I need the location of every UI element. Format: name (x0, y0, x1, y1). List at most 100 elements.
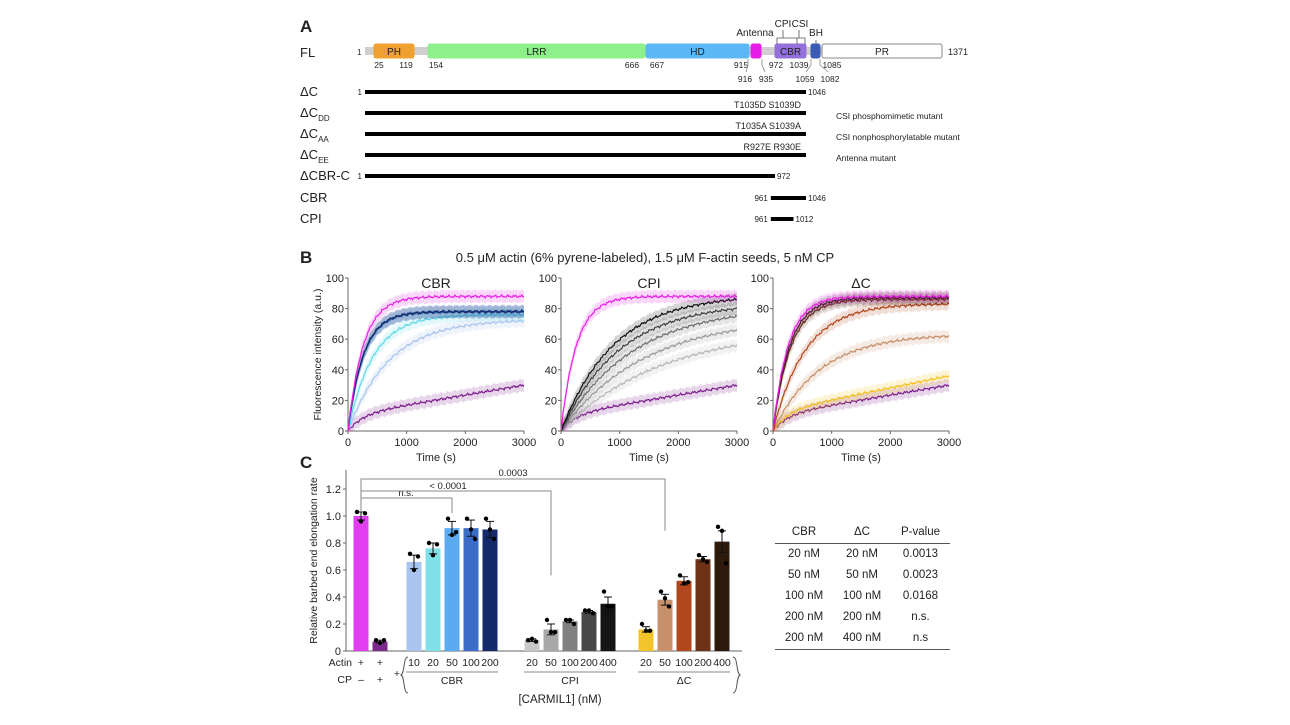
cell-cbr: 20 nM (788, 548, 820, 560)
cell-dc: 50 nM (846, 569, 878, 581)
y-tick-label: 60 (545, 334, 557, 346)
table-row: 50 nM 50 nM 0.0023 (775, 565, 950, 586)
data-point (582, 608, 588, 613)
position-label: 119 (399, 60, 413, 70)
data-point (362, 511, 368, 516)
series-line (772, 301, 950, 432)
csi-bracket (797, 30, 806, 44)
pvalue-table-header: CBR ΔC P-value (775, 522, 950, 544)
bar-tick-label: 200 (580, 657, 598, 669)
cell-pvalue: 0.0168 (902, 590, 939, 602)
series-sem-band (348, 313, 524, 431)
panel-b: B 0.5 μM actin (6% pyrene-labeled), 1.5 … (300, 248, 961, 464)
data-point (548, 629, 554, 635)
data-point (354, 509, 360, 515)
data-point (445, 516, 451, 521)
domain-label: PR (875, 47, 889, 58)
domain-PR (821, 43, 943, 59)
construct-mutation: R927E R930E (743, 142, 801, 152)
series-line (772, 295, 950, 432)
cell-dc: 400 nM (833, 628, 891, 650)
data-point (723, 561, 729, 566)
cpi-callout: CPI (775, 19, 792, 30)
construct-list: ΔC 1 1046 ΔCDD T1035D S1039D CSI phosphomimet… (300, 84, 960, 226)
construct-name: ΔCEE (300, 147, 329, 165)
cell-dc: 100 nM (842, 590, 882, 602)
position-label: 1059 (796, 74, 815, 84)
significance-label: 0.0003 (498, 468, 527, 479)
construct-name: CBR (300, 190, 327, 205)
cell-pvalue: 0.0013 (902, 548, 939, 560)
domain-PH (373, 43, 415, 59)
bar (600, 603, 616, 651)
header-dc: ΔC (833, 522, 891, 544)
elongation-rate-bar-chart: 0 0.2 0.4 0.6 0.8 1.0 1.2 Relative barbed end e… (308, 468, 742, 706)
series-sem-band (348, 304, 524, 431)
construct-name: CPI (300, 211, 322, 226)
panel-c: C 0 0.2 0.4 0.6 0.8 1.0 1.2 Relative barbed end… (300, 453, 742, 706)
construct-subscript: EE (318, 156, 329, 165)
series-sem-band (348, 378, 524, 431)
y-tick-label: 40 (757, 365, 769, 377)
position-label: 666 (625, 60, 639, 70)
chart-title: CPI (637, 275, 660, 291)
bar-tick-label: 400 (713, 657, 731, 669)
fl-domain-bar: 1 PH LRR HD CBR PR 1371 25 119 154 666 667 915 972 103… (357, 19, 968, 84)
data-point (525, 638, 531, 643)
bar-tick-label: 50 (446, 657, 458, 669)
header-pvalue: P-value (891, 522, 950, 544)
y-tick-label: 80 (545, 304, 557, 316)
series-line (560, 329, 738, 432)
data-point (590, 611, 596, 616)
position-connector (745, 59, 749, 73)
data-point (609, 604, 615, 609)
domain-HD (645, 43, 750, 59)
data-point (430, 552, 436, 558)
position-connector (761, 59, 766, 73)
construct-note: CSI nonphosphorylatable mutant (836, 132, 960, 142)
actin-row-label: Actin (329, 657, 353, 669)
domain-segment (750, 43, 762, 59)
construct-end-label: 1012 (796, 215, 814, 224)
position-label: 667 (650, 60, 664, 70)
y-tick-label: 40 (332, 365, 344, 377)
data-point (658, 589, 664, 594)
bar-tick-label: 200 (481, 657, 499, 669)
construct-bar (770, 217, 794, 221)
position-label: 916 (738, 74, 752, 84)
x-tick-label: 3000 (725, 437, 749, 449)
data-point (639, 621, 645, 627)
pvalue-table: CBR ΔC P-value 20 nM 20 nM 0.0013 50 nM 50 … (775, 522, 950, 650)
cell-cbr: 200 nM (784, 611, 824, 623)
table-row: 100 nM 100 nM 0.0168 (775, 586, 950, 607)
panel-a-label: A (300, 17, 312, 36)
construct-bar (365, 90, 806, 94)
data-point (544, 617, 550, 623)
bar (638, 629, 654, 651)
series-line (772, 334, 950, 432)
y-tick-label: 0.6 (326, 565, 341, 577)
actin-mark: + (358, 657, 364, 669)
group-label: CPI (561, 675, 579, 687)
data-point (571, 621, 577, 627)
construct-end-label: 972 (777, 172, 791, 181)
x-tick-label: 2000 (878, 437, 902, 449)
construct-note: Antenna mutant (836, 153, 897, 163)
bar-tick-label: 200 (694, 657, 712, 669)
series-line (560, 314, 738, 432)
data-point (529, 636, 535, 642)
data-point (373, 638, 379, 643)
bar-tick-label: 400 (599, 657, 617, 669)
cell-pvalue: 0.0023 (902, 569, 939, 581)
y-tick-label: 60 (332, 334, 344, 346)
data-point (411, 567, 417, 573)
x-tick-label: 1000 (819, 437, 843, 449)
x-axis-label: Time (s) (629, 452, 669, 464)
y-tick-label: 80 (332, 304, 344, 316)
bar-tick-label: 20 (526, 657, 538, 669)
data-point (472, 536, 478, 542)
header-cbr: CBR (775, 522, 833, 544)
data-point (704, 559, 710, 565)
